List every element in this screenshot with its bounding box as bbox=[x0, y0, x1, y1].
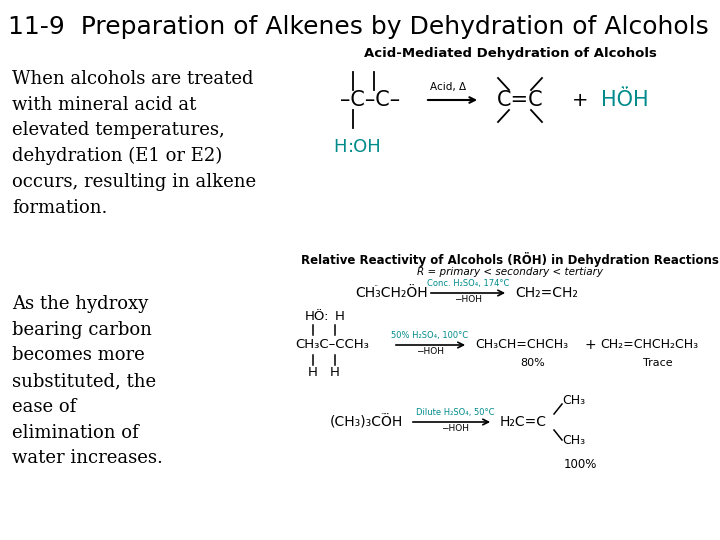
Text: Conc. H₂SO₄, 174°C: Conc. H₂SO₄, 174°C bbox=[427, 279, 509, 288]
Text: (CH₃)₃CÖH: (CH₃)₃CÖH bbox=[330, 415, 403, 429]
Text: Acid-Mediated Dehydration of Alcohols: Acid-Mediated Dehydration of Alcohols bbox=[364, 47, 657, 60]
Text: 100%: 100% bbox=[563, 457, 597, 470]
Text: When alcohols are treated
with mineral acid at
elevated temperatures,
dehydratio: When alcohols are treated with mineral a… bbox=[12, 70, 256, 217]
Text: H₂C=C: H₂C=C bbox=[500, 415, 547, 429]
Text: Dilute H₂SO₄, 50°C: Dilute H₂SO₄, 50°C bbox=[415, 408, 494, 417]
Text: 11-9  Preparation of Alkenes by Dehydration of Alcohols: 11-9 Preparation of Alkenes by Dehydrati… bbox=[8, 15, 708, 39]
Text: HÖH: HÖH bbox=[601, 90, 649, 110]
Text: +: + bbox=[584, 338, 596, 352]
Text: −HOH: −HOH bbox=[416, 347, 444, 356]
Text: 50% H₂SO₄, 100°C: 50% H₂SO₄, 100°C bbox=[392, 331, 469, 340]
Text: H: H bbox=[330, 367, 340, 380]
Text: H: H bbox=[308, 367, 318, 380]
Text: ..: .. bbox=[622, 81, 628, 91]
Text: :OH: :OH bbox=[348, 138, 382, 156]
Text: CH₃: CH₃ bbox=[562, 434, 585, 447]
Text: CH₃: CH₃ bbox=[562, 394, 585, 407]
Text: −HOH: −HOH bbox=[454, 295, 482, 304]
Text: C=C: C=C bbox=[497, 90, 544, 110]
Text: CH₃CH₂ÖH: CH₃CH₂ÖH bbox=[355, 286, 428, 300]
Text: CH₃C–CCH₃: CH₃C–CCH₃ bbox=[295, 339, 369, 352]
Text: CH₂=CH₂: CH₂=CH₂ bbox=[515, 286, 578, 300]
Text: R = primary < secondary < tertiary: R = primary < secondary < tertiary bbox=[417, 267, 603, 277]
Text: ..: .. bbox=[374, 279, 379, 287]
Text: ..: .. bbox=[380, 408, 386, 416]
Text: CH₂=CHCH₂CH₃: CH₂=CHCH₂CH₃ bbox=[600, 339, 698, 352]
Text: Acid, Δ: Acid, Δ bbox=[430, 82, 466, 92]
Text: Trace: Trace bbox=[643, 358, 672, 368]
Text: H: H bbox=[333, 138, 347, 156]
Text: 80%: 80% bbox=[521, 358, 545, 368]
Text: As the hydroxy
bearing carbon
becomes more
substituted, the
ease of
elimination : As the hydroxy bearing carbon becomes mo… bbox=[12, 295, 163, 467]
Text: Relative Reactivity of Alcohols (RÖH) in Dehydration Reactions: Relative Reactivity of Alcohols (RÖH) in… bbox=[301, 252, 719, 267]
Text: −HOH: −HOH bbox=[441, 424, 469, 433]
Text: H: H bbox=[335, 310, 345, 323]
Text: +: + bbox=[572, 91, 588, 110]
Text: –C–C–: –C–C– bbox=[340, 90, 400, 110]
Text: HÖ:: HÖ: bbox=[305, 310, 330, 323]
Text: CH₃CH=CHCH₃: CH₃CH=CHCH₃ bbox=[475, 339, 568, 352]
